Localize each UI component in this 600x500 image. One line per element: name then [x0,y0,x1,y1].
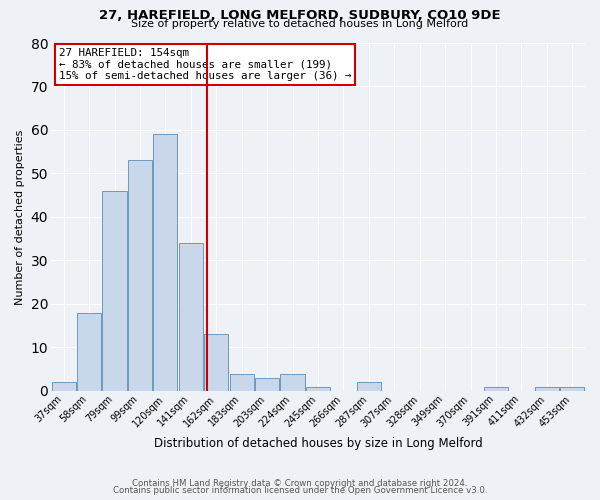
Bar [280,374,305,391]
Y-axis label: Number of detached properties: Number of detached properties [15,130,25,304]
Bar [535,386,559,391]
Bar [560,386,584,391]
X-axis label: Distribution of detached houses by size in Long Melford: Distribution of detached houses by size … [154,437,482,450]
Bar [357,382,381,391]
Bar [204,334,229,391]
Bar [77,312,101,391]
Bar [179,243,203,391]
Bar [484,386,508,391]
Bar [52,382,76,391]
Text: Size of property relative to detached houses in Long Melford: Size of property relative to detached ho… [131,19,469,29]
Bar [306,386,330,391]
Bar [230,374,254,391]
Bar [103,191,127,391]
Text: Contains public sector information licensed under the Open Government Licence v3: Contains public sector information licen… [113,486,487,495]
Text: 27 HAREFIELD: 154sqm
← 83% of detached houses are smaller (199)
15% of semi-deta: 27 HAREFIELD: 154sqm ← 83% of detached h… [59,48,352,82]
Bar [255,378,279,391]
Bar [128,160,152,391]
Text: 27, HAREFIELD, LONG MELFORD, SUDBURY, CO10 9DE: 27, HAREFIELD, LONG MELFORD, SUDBURY, CO… [99,9,501,22]
Bar [154,134,178,391]
Text: Contains HM Land Registry data © Crown copyright and database right 2024.: Contains HM Land Registry data © Crown c… [132,478,468,488]
